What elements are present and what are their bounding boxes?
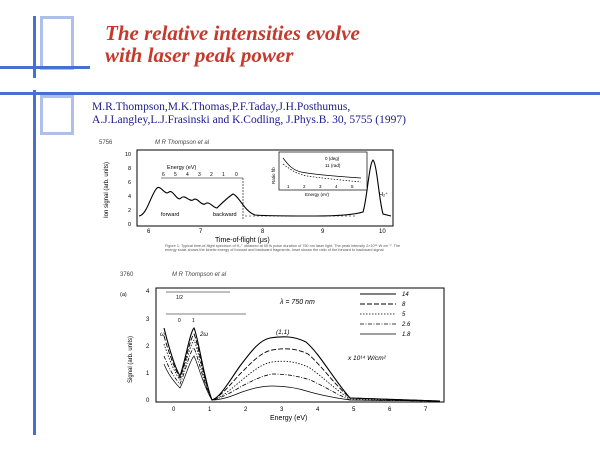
figure-1-ytick: 0 <box>128 222 131 228</box>
slide-title-line-1: The relative intensities evolve <box>105 21 360 45</box>
figure-2-energy-spectra: 3760 M R Thompson et al (a) Signal (arb.… <box>120 272 445 422</box>
figure-2-curve-1-8 <box>163 355 441 402</box>
figure-1-inset-curve-1 <box>282 157 362 179</box>
figure-1-inset-frame <box>278 151 368 191</box>
figure-2-ytick: 1 <box>146 371 150 377</box>
figure-2-legend-label: 14 <box>402 292 409 298</box>
figure-2-curves <box>163 327 441 402</box>
figure-1-spectrum-trace <box>138 159 392 217</box>
figure-2-xtick: 7 <box>424 407 428 413</box>
figure-2-units-label: x 10¹⁴ W/cm² <box>347 355 387 362</box>
figure-1-xtick: 10 <box>379 229 386 235</box>
figure-1-xtick: 6 <box>147 229 151 235</box>
figure-2-running-head: M R Thompson et al <box>172 272 227 278</box>
figure-1-energy-tick: 4 <box>186 172 189 178</box>
figure-1-inset-xtick: 1 <box>287 184 290 189</box>
figure-1-ytick: 10 <box>125 152 131 158</box>
figure-2-marker-label: 0 <box>178 318 181 324</box>
figure-2-xlabel: Energy (eV) <box>270 415 307 422</box>
figure-1-inset-curve-2 <box>282 163 362 183</box>
figure-1-peak-label: H₂⁺ <box>379 191 388 198</box>
figure-2-state-label-11: (1,1) <box>276 329 289 336</box>
figure-1-ytick: 4 <box>128 194 131 200</box>
figure-2-wavelength-label: λ = 750 nm <box>279 299 315 306</box>
figure-1-caption: Figure 1. Typical time-of-flight spectru… <box>165 244 401 253</box>
figure-2-ytick: 2 <box>146 344 150 350</box>
figure-2-curve-5 <box>163 339 441 402</box>
figure-2-ytick: 0 <box>146 398 150 404</box>
decor-bar-mid-vertical <box>33 90 36 435</box>
figure-1-energy-tick: 5 <box>174 172 177 178</box>
figure-2-curve-14 <box>163 327 441 402</box>
figure-1-plot-frame <box>136 149 394 227</box>
decor-bar-top-horizontal <box>0 66 90 69</box>
figure-2-xtick: 1 <box>208 407 212 413</box>
figure-2-legend-label: 5 <box>402 312 406 318</box>
figure-2-panel-label: (a) <box>120 292 127 298</box>
figure-2-curve-8 <box>163 333 441 402</box>
slide-title: The relative intensities evolve with las… <box>105 22 565 66</box>
figure-2-legend: 14 8 5 2.6 1.8 <box>360 292 411 338</box>
figure-2-legend-label: 1.8 <box>402 332 411 338</box>
figure-1-inset-legend-1: 0 (deg) <box>325 156 340 161</box>
figure-1-inset-xtick: 2 <box>303 184 306 189</box>
figure-2-state-label-w: ω <box>160 332 165 338</box>
figure-1-xtick: 8 <box>261 229 265 235</box>
figure-2-legend-label: 8 <box>402 302 406 308</box>
figure-2-curve-2-6 <box>163 347 441 402</box>
figure-1-inset-xlabel: Energy (eV) <box>305 192 330 197</box>
figure-1-xtick: 9 <box>321 229 325 235</box>
figure-2-plot-frame <box>155 287 445 403</box>
figure-1-energy-axis-label: Energy (eV) <box>167 165 197 171</box>
figure-2-ytick: 3 <box>146 317 150 323</box>
decor-square-top <box>40 16 74 70</box>
figure-1-energy-tick: 6 <box>162 172 165 178</box>
figure-2-xtick: 3 <box>280 407 284 413</box>
figure-2-xtick: 0 <box>172 407 176 413</box>
figure-1-energy-tick: 3 <box>198 172 201 178</box>
figure-2-xtick: 6 <box>388 407 392 413</box>
decor-bar-mid-horizontal <box>0 92 600 95</box>
figure-1-page-number: 5756 <box>99 140 113 146</box>
figure-1-energy-tick: 1 <box>222 172 225 178</box>
figure-1-inset-xtick: 4 <box>335 184 338 189</box>
figure-1-ytick: 2 <box>128 208 131 214</box>
figure-2-marker-label: 1/2 <box>176 295 183 301</box>
citation-line-1: M.R.Thompson,M.K.Thomas,P.F.Taday,J.H.Po… <box>92 101 351 113</box>
figure-2-legend-label: 2.6 <box>401 322 411 328</box>
figure-1-backward-label: backward <box>213 212 237 218</box>
figure-1-ylabel: Ion signal (arb. units) <box>104 162 110 218</box>
figure-2-marker-label: 1 <box>192 318 195 324</box>
figure-1-xtick: 7 <box>199 229 203 235</box>
figure-1-ytick: 8 <box>128 166 131 172</box>
figure-2-xtick: 5 <box>352 407 356 413</box>
figure-2-xtick: 4 <box>316 407 320 413</box>
figure-1-inset-ylabel: Ratio f/b <box>271 167 276 184</box>
decor-bar-top-vertical <box>33 16 36 78</box>
citation: M.R.Thompson,M.K.Thomas,P.F.Taday,J.H.Po… <box>92 101 592 127</box>
figure-1-inset-legend-2: 11 (rad) <box>325 163 341 168</box>
figure-1-inset-xtick: 5 <box>351 184 354 189</box>
figure-2-xtick: 2 <box>244 407 248 413</box>
figure-2-page-number: 3760 <box>120 272 134 278</box>
slide-title-line-2: with laser peak power <box>105 43 294 67</box>
figure-1-forward-label: forward <box>161 212 179 218</box>
figure-1-energy-tick: 2 <box>210 172 213 178</box>
figure-2-ylabel: Signal (arb. units) <box>128 336 134 383</box>
figure-1-tof-spectrum: 5756 M R Thompson et al Ion signal (arb.… <box>99 140 401 253</box>
figure-1-ytick: 6 <box>128 180 131 186</box>
figure-1-inset-xtick: 3 <box>319 184 322 189</box>
figure-1-xlabel: Time-of-flight (μs) <box>215 237 270 244</box>
figure-1-energy-tick: 0 <box>235 172 238 178</box>
citation-line-2: A.J.Langley,L.J.Frasinski and K.Codling,… <box>92 114 406 126</box>
decor-square-mid <box>40 95 74 135</box>
figure-2-ytick: 4 <box>146 289 150 295</box>
figure-2-state-label-2w: 2ω <box>199 332 208 338</box>
figure-1-running-head: M R Thompson et al <box>155 140 210 146</box>
